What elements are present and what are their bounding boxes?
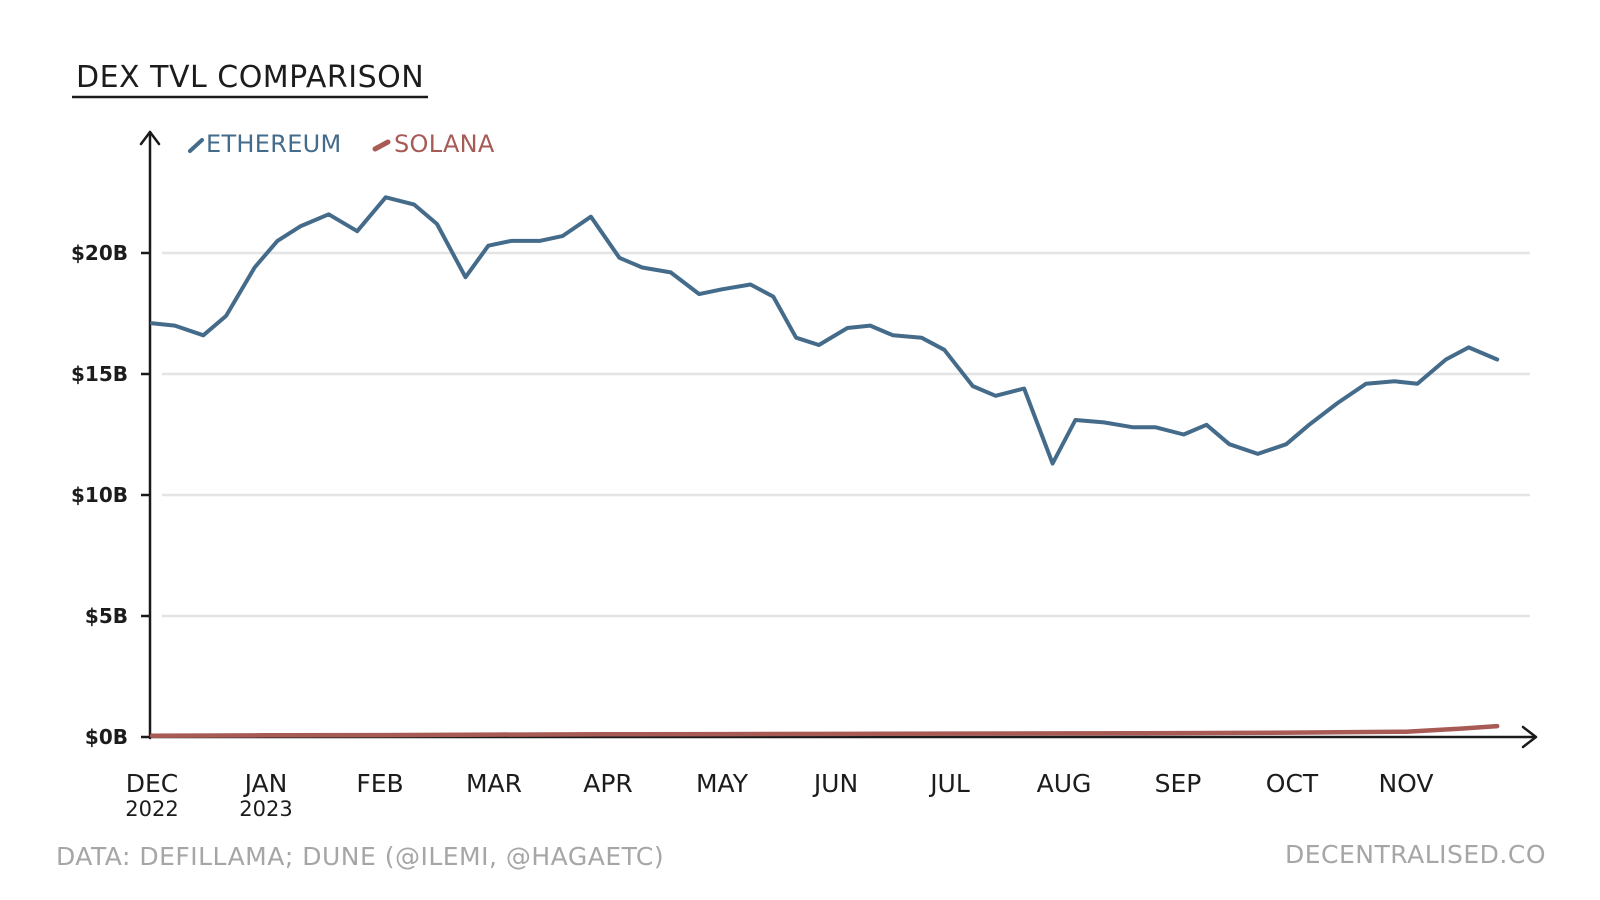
legend-label-ethereum: ETHEREUM: [206, 130, 342, 158]
y-tick-label-4: $20B: [71, 241, 128, 265]
brand-watermark: DECENTRALISED.CO: [1285, 840, 1546, 869]
x-tick-label-sep: SEP: [1155, 769, 1202, 798]
gridlines: [162, 251, 1530, 618]
x-tick-label-jul: JUL: [928, 769, 970, 798]
x-tick-label-mar: MAR: [466, 769, 522, 798]
y-tick-label-0: $0B: [85, 725, 128, 749]
chart-title: DEX TVL COMPARISON: [76, 60, 424, 95]
y-tick-label-3: $15B: [71, 362, 128, 386]
y-axis-arrow: [139, 130, 161, 146]
x-tick-label-apr: APR: [583, 769, 633, 798]
x-tick-year-2023: 2023: [239, 797, 292, 821]
y-tick-label-2: $10B: [71, 483, 128, 507]
y-tick-label-1: $5B: [85, 604, 128, 628]
x-tick-label-may: MAY: [696, 769, 749, 798]
series-line-solana: [149, 723, 1500, 739]
x-tick-label-dec: DEC: [126, 769, 179, 798]
series-line-ethereum: [150, 195, 1500, 466]
x-tick-year-2022: 2022: [125, 797, 178, 821]
data-source-note: DATA: DEFILLAMA; DUNE (@ILEMI, @HAGAETC): [56, 842, 664, 871]
y-axis-ticks: $0B $5B $10B $15B $20B: [71, 241, 151, 749]
x-tick-label-nov: NOV: [1378, 769, 1433, 798]
legend-label-solana: SOLANA: [394, 130, 495, 158]
x-tick-label-jan: JAN: [243, 769, 288, 798]
legend-swatch-solana: [372, 139, 391, 152]
x-tick-label-oct: OCT: [1266, 769, 1319, 798]
x-axis-arrow: [1521, 725, 1538, 749]
legend-swatch-ethereum: [188, 138, 204, 153]
series-lines: [149, 195, 1500, 739]
x-tick-label-aug: AUG: [1037, 769, 1092, 798]
x-tick-label-jun: JUN: [812, 769, 858, 798]
x-tick-label-feb: FEB: [356, 769, 403, 798]
legend: ETHEREUM SOLANA: [188, 130, 495, 158]
